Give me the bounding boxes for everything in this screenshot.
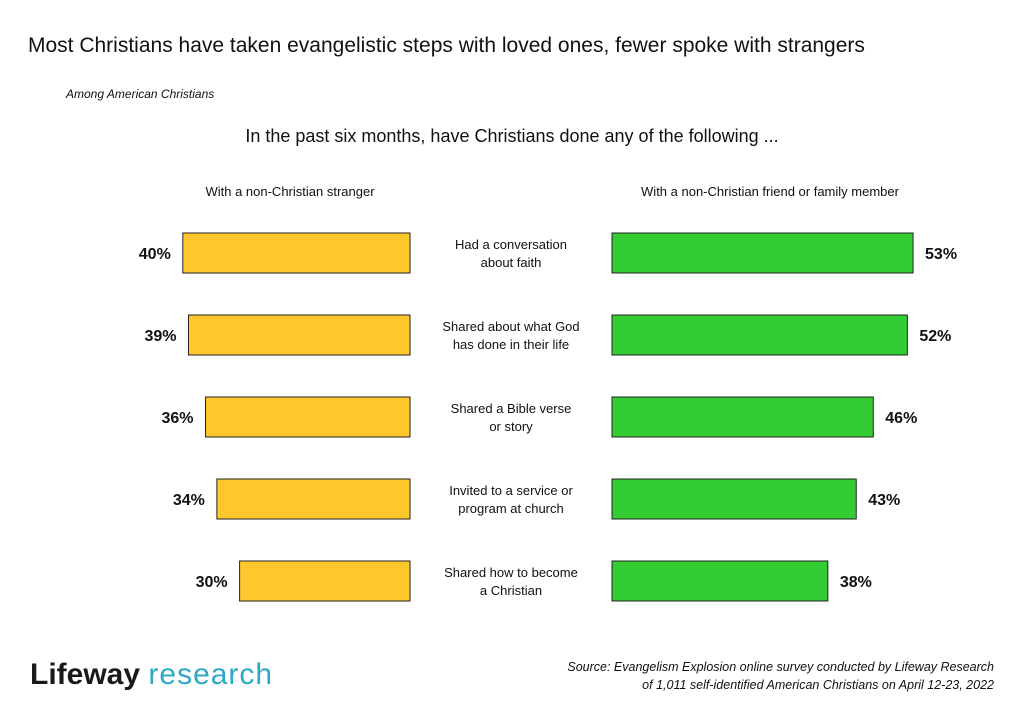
bar-stranger-4 [216,478,411,520]
value-label-friend-1: 53% [925,246,957,263]
source-note: Source: Evangelism Explosion online surv… [567,658,994,694]
bar-stranger-3 [205,396,411,438]
category-label-1-line-1: Had a conversation [455,237,567,252]
category-label-2-line-1: Shared about what God [442,319,579,334]
logo-part-lifeway: Lifeway [30,658,141,691]
bar-stranger-5 [239,560,411,602]
category-label-1-line-2: about faith [481,255,542,270]
category-label-5-line-2: a Christian [480,583,542,598]
legend-stranger: With a non-Christian stranger [205,184,375,199]
bar-friend-1 [611,232,914,274]
bar-stranger-2 [187,314,411,356]
chart-title: Most Christians have taken evangelistic … [28,34,865,57]
value-label-stranger-5: 30% [196,574,228,591]
category-label-3-line-1: Shared a Bible verse [451,401,572,416]
value-label-stranger-1: 40% [139,246,171,263]
value-label-friend-5: 38% [840,574,872,591]
bar-friend-4 [611,478,857,520]
logo-part-research: research [148,658,274,691]
butterfly-bar-chart: 40% 53% Had a conversation about faith 39% 52… [139,232,957,602]
value-label-stranger-3: 36% [161,410,193,427]
value-label-stranger-4: 34% [173,492,205,509]
category-label-2-line-2: has done in their life [453,337,569,352]
category-label-3-line-2: or story [489,419,533,434]
legend-friend: With a non-Christian friend or family me… [641,184,899,199]
chart-subtitle: Among American Christians [66,87,215,101]
bar-friend-3 [611,396,874,438]
category-label-4-line-1: Invited to a service or [449,483,573,498]
category-label-4-line-2: program at church [458,501,564,516]
chart-question: In the past six months, have Christians … [245,126,779,146]
lifeway-research-logo: Lifeway research [30,658,273,692]
value-label-friend-4: 43% [868,492,900,509]
value-label-stranger-2: 39% [144,328,176,345]
source-line-1: Source: Evangelism Explosion online surv… [567,660,994,674]
bar-friend-5 [611,560,829,602]
bar-friend-2 [611,314,908,356]
category-label-5-line-1: Shared how to become [444,565,578,580]
bar-stranger-1 [182,232,411,274]
value-label-friend-3: 46% [885,410,917,427]
source-line-2: of 1,011 self-identified American Christ… [642,678,994,692]
value-label-friend-2: 52% [919,328,951,345]
